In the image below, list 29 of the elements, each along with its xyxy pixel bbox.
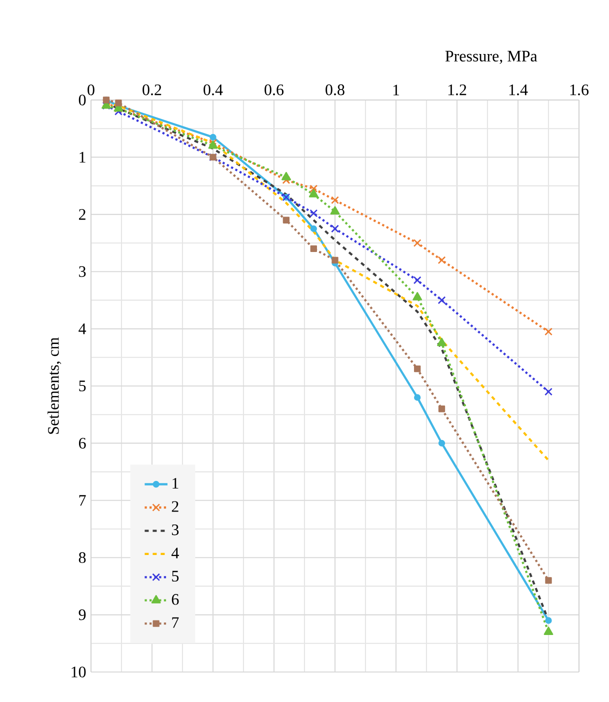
x-tick-label: 0.8: [326, 84, 344, 96]
x-tick-label: 0.6: [264, 84, 284, 96]
y-tick-label: 3: [79, 266, 86, 277]
x-tick-label: 1.4: [509, 84, 528, 96]
x-tick-label: 1: [393, 84, 400, 96]
x-tick-label: 0.2: [142, 84, 162, 96]
legend-label: 3: [172, 524, 179, 536]
y-tick-label: 5: [79, 380, 86, 392]
y-tick-label: 8: [78, 552, 86, 563]
legend-label: 6: [172, 594, 179, 605]
legend-label: 2: [172, 501, 178, 512]
x-tick-label: 1.6: [570, 84, 589, 96]
y-axis-title: Setlements, cm: [48, 337, 62, 434]
y-tick-label: 2: [79, 209, 86, 220]
legend-label: 7: [172, 617, 179, 628]
y-tick-label: 0: [78, 94, 86, 106]
x-axis-title: Pressure, MPa: [445, 50, 538, 64]
y-tick-label: 7: [79, 495, 86, 506]
y-tick-label: 4: [78, 324, 86, 334]
y-tick-label: 1: [80, 152, 86, 162]
x-tick-label: 1.2: [448, 84, 466, 96]
legend-label: 5: [172, 570, 179, 582]
legend-label: 1: [172, 478, 178, 489]
x-tick-label: 0.4: [204, 84, 223, 96]
y-tick-label: 10: [72, 666, 86, 678]
y-tick-label: 9: [78, 609, 86, 620]
y-tick-label: 6: [78, 438, 86, 449]
legend-label: 4: [172, 548, 179, 558]
x-tick-label: 0: [88, 84, 94, 96]
